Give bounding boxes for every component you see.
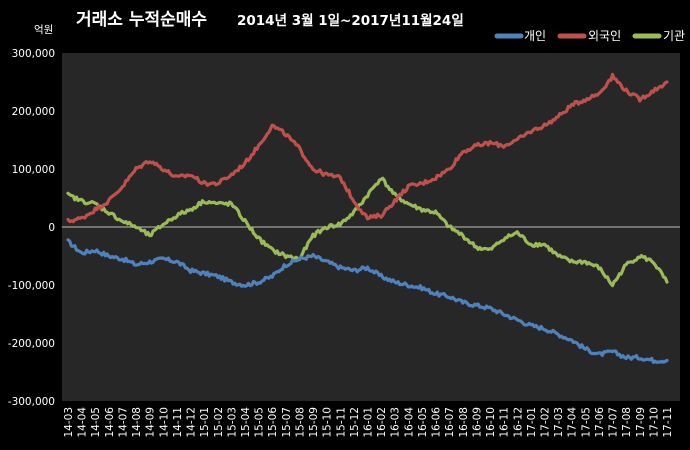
x-tick-label: 17-11: [662, 407, 674, 438]
y-tick-label: 200,000: [12, 106, 55, 118]
x-axis: 14-03 14-04 14-05 14-06 14-07 14-08 14-09 14-10…: [63, 407, 674, 438]
x-tick-label: 15-02: [213, 407, 225, 438]
x-tick-label: 14-10: [158, 407, 170, 438]
x-tick-label: 17-05: [580, 407, 592, 438]
x-tick-label: 14-12: [186, 407, 198, 438]
x-tick-label: 16-09: [471, 407, 483, 438]
x-tick-label: 16-06: [431, 407, 443, 438]
x-tick-label: 14-06: [104, 407, 116, 438]
x-tick-label: 15-01: [199, 407, 211, 438]
x-tick-label: 14-04: [77, 407, 89, 438]
x-tick-label: 14-09: [145, 407, 157, 438]
legend-label-foreigner: 외국인: [588, 29, 621, 43]
x-tick-label: 14-07: [117, 407, 129, 438]
x-tick-label: 17-02: [539, 407, 551, 438]
chart-title: 거래소 누적순매수: [76, 10, 207, 30]
x-tick-label: 17-09: [635, 407, 647, 438]
x-tick-label: 15-10: [322, 407, 334, 438]
x-tick-label: 17-01: [526, 407, 538, 438]
x-tick-label: 15-07: [281, 407, 293, 438]
x-tick-label: 16-10: [485, 407, 497, 438]
legend: 개인 외국인 기관: [494, 29, 685, 43]
x-tick-label: 17-03: [553, 407, 565, 438]
x-tick-label: 17-08: [621, 407, 633, 438]
x-tick-label: 16-03: [390, 407, 402, 438]
legend-item-institution: 기관: [632, 29, 685, 43]
chart-subtitle: 2014년 3월 1일~2017년11월24일: [237, 12, 464, 29]
x-tick-label: 15-04: [240, 407, 252, 438]
x-tick-label: 16-11: [499, 407, 511, 438]
x-tick-label: 14-08: [131, 407, 143, 438]
x-tick-label: 16-02: [376, 407, 388, 438]
x-tick-label: 16-01: [363, 407, 375, 438]
x-tick-label: 17-04: [567, 407, 579, 438]
series-line-foreigner: [66, 72, 669, 224]
x-tick-label: 15-11: [335, 407, 347, 438]
x-tick-label: 15-12: [349, 407, 361, 438]
y-axis: 300,000 200,000 100,000 0 -100,000 -200,000 -3…: [8, 48, 55, 408]
x-tick-label: 15-05: [254, 407, 266, 438]
x-tick-label: 17-07: [608, 407, 620, 438]
legend-item-foreigner: 외국인: [557, 29, 621, 43]
x-tick-label: 15-03: [226, 407, 238, 438]
x-tick-label: 16-08: [458, 407, 470, 438]
x-tick-label: 14-11: [172, 407, 184, 438]
y-tick-label: -100,000: [8, 280, 55, 292]
legend-label-institution: 기관: [663, 29, 685, 43]
y-tick-label: -300,000: [8, 396, 55, 408]
y-tick-label: 300,000: [12, 48, 55, 60]
legend-item-individual: 개인: [494, 29, 546, 43]
x-tick-label: 17-06: [594, 407, 606, 438]
x-tick-label: 16-04: [403, 407, 415, 438]
series-line-institution: [66, 176, 669, 288]
x-tick-label: 16-05: [417, 407, 429, 438]
y-tick-label: 0: [48, 222, 55, 234]
series-line-individual: [66, 238, 669, 364]
y-tick-label: 100,000: [12, 164, 55, 176]
legend-label-individual: 개인: [524, 29, 546, 43]
series-layer: [66, 72, 669, 364]
x-tick-label: 15-06: [267, 407, 279, 438]
x-tick-label: 14-05: [90, 407, 102, 438]
x-tick-label: 15-09: [308, 407, 320, 438]
x-tick-label: 15-08: [294, 407, 306, 438]
y-tick-label: -200,000: [8, 338, 55, 350]
x-tick-label: 14-03: [63, 407, 75, 438]
x-tick-label: 17-10: [648, 407, 660, 438]
y-axis-unit-label: 억원: [34, 24, 53, 36]
x-tick-label: 16-07: [444, 407, 456, 438]
x-tick-label: 16-12: [512, 407, 524, 438]
